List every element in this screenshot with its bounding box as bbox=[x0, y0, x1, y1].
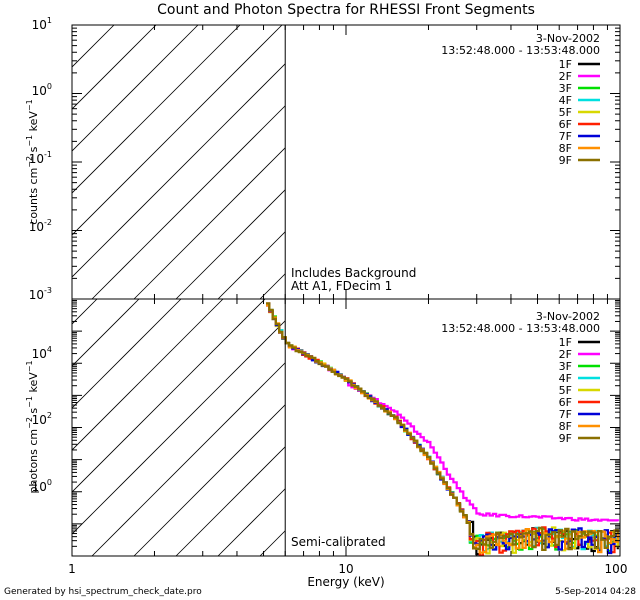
x-tick-labels: 1 10 100 bbox=[68, 562, 627, 576]
legend-label-4F: 4F bbox=[559, 372, 572, 385]
hatch-line bbox=[72, 25, 241, 194]
photon-series-9F bbox=[266, 302, 619, 551]
hatch-mask bbox=[285, 299, 620, 556]
hatch-mask bbox=[285, 25, 620, 299]
legend-label-4F: 4F bbox=[559, 94, 572, 107]
count-annotation-background: Includes Background bbox=[291, 266, 416, 280]
photon-series-group bbox=[266, 302, 619, 556]
legend-label-9F: 9F bbox=[559, 154, 572, 167]
photon-y-tick-label: 102 bbox=[32, 411, 52, 427]
hatch-line bbox=[72, 299, 98, 325]
legend-label-6F: 6F bbox=[559, 396, 572, 409]
legend-label-8F: 8F bbox=[559, 420, 572, 433]
attenuator-hatch-top bbox=[72, 25, 620, 299]
footer-timestamp: 5-Sep-2014 04:28 bbox=[555, 587, 636, 597]
count-annotation-attenuator: Att A1, FDecim 1 bbox=[291, 279, 392, 293]
photon-legend: 3-Nov-2002 13:52:48.000 - 13:53:48.000 1… bbox=[441, 310, 600, 445]
axis-ticks bbox=[71, 25, 620, 557]
attenuator-hatch-bottom bbox=[0, 299, 620, 556]
x-tick-label: 1 bbox=[68, 562, 76, 576]
legend-date: 3-Nov-2002 bbox=[536, 32, 600, 45]
legend-time-range: 13:52:48.000 - 13:53:48.000 bbox=[441, 44, 600, 57]
legend-date: 3-Nov-2002 bbox=[536, 310, 600, 323]
legend-label-8F: 8F bbox=[559, 142, 572, 155]
legend-label-3F: 3F bbox=[559, 360, 572, 373]
hatch-line bbox=[72, 299, 266, 493]
hatch-line bbox=[72, 299, 308, 535]
photon-y-tick-label: 100 bbox=[32, 478, 52, 494]
x-tick-label: 10 bbox=[338, 562, 353, 576]
legend-label-1F: 1F bbox=[559, 58, 572, 71]
legend-label-7F: 7F bbox=[559, 408, 572, 421]
count-legend: 3-Nov-2002 13:52:48.000 - 13:53:48.000 1… bbox=[441, 32, 600, 167]
photon-y-axis-label: photons cm−2 s−1 keV−1 bbox=[25, 360, 40, 493]
legend-time-range: 13:52:48.000 - 13:53:48.000 bbox=[441, 322, 600, 335]
legend-label-9F: 9F bbox=[559, 432, 572, 445]
count-y-tick-labels: 101 100 10-1 10-2 10-3 bbox=[29, 16, 52, 302]
count-y-tick-label: 10-3 bbox=[29, 286, 52, 302]
count-y-tick-label: 101 bbox=[32, 16, 52, 32]
legend-label-5F: 5F bbox=[559, 106, 572, 119]
x-axis-label: Energy (keV) bbox=[307, 575, 384, 589]
count-y-tick-label: 10-1 bbox=[29, 150, 52, 166]
hatch-line bbox=[0, 299, 13, 556]
photon-y-tick-label: 104 bbox=[32, 345, 52, 361]
hatch-line bbox=[72, 299, 224, 451]
count-y-tick-label: 10-2 bbox=[29, 218, 52, 234]
legend-label-6F: 6F bbox=[559, 118, 572, 131]
legend-label-3F: 3F bbox=[559, 82, 572, 95]
chart-title: Count and Photon Spectra for RHESSI Fron… bbox=[157, 2, 535, 18]
photon-annotation-calibration: Semi-calibrated bbox=[291, 535, 386, 549]
hatch-line bbox=[72, 299, 140, 367]
x-tick-label: 100 bbox=[605, 562, 628, 576]
legend-label-2F: 2F bbox=[559, 348, 572, 361]
legend-label-7F: 7F bbox=[559, 130, 572, 143]
legend-label-1F: 1F bbox=[559, 336, 572, 349]
hatch-line bbox=[72, 25, 325, 278]
count-y-tick-label: 100 bbox=[32, 82, 52, 98]
count-y-axis-label: counts cm−2 s−1 keV−1 bbox=[25, 99, 40, 224]
photon-y-tick-labels: 104 102 100 bbox=[32, 345, 52, 494]
legend-label-2F: 2F bbox=[559, 70, 572, 83]
footer-generator: Generated by hsi_spectrum_check_date.pro bbox=[4, 587, 202, 597]
hatch-line bbox=[72, 25, 115, 68]
hatch-line bbox=[72, 25, 199, 152]
hatch-line bbox=[72, 25, 283, 236]
hatch-line bbox=[72, 299, 182, 409]
legend-label-5F: 5F bbox=[559, 384, 572, 397]
hatch-line bbox=[72, 25, 157, 110]
